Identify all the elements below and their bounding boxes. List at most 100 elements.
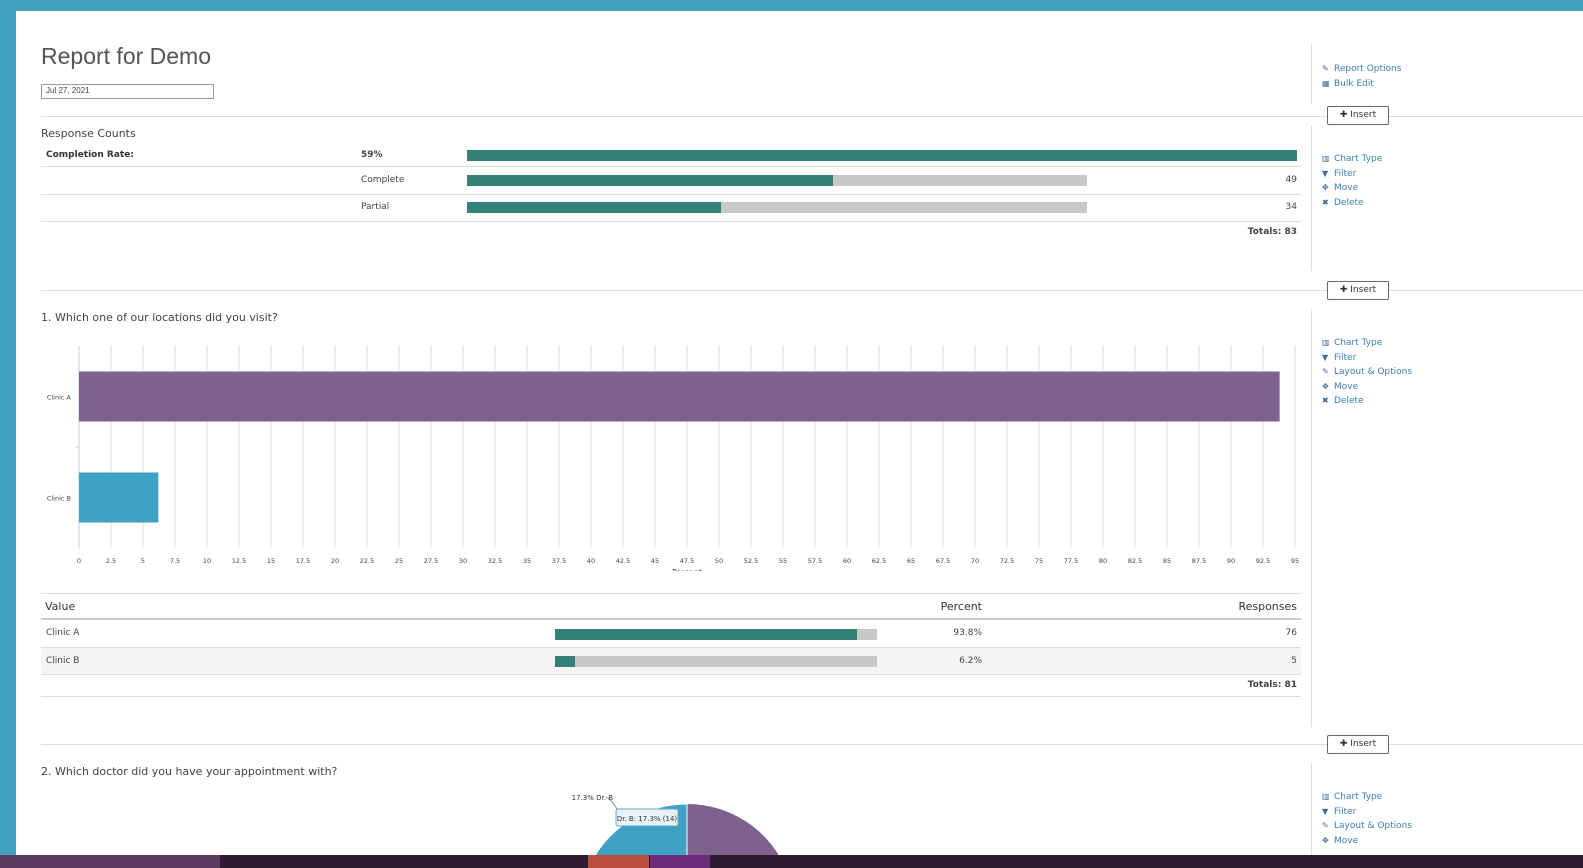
filter-link[interactable]: ▼ Filter — [1322, 805, 1412, 820]
filter-link[interactable]: ▼ Filter — [1322, 351, 1412, 366]
divider — [41, 290, 1583, 291]
x-tick-label: 87.5 — [1192, 557, 1206, 565]
divider — [41, 593, 1301, 594]
x-tick-label: 27.5 — [424, 557, 438, 565]
layout-options-link[interactable]: ✎ Layout & Options — [1322, 365, 1412, 380]
divider — [41, 194, 1301, 195]
divider — [41, 744, 1583, 745]
element-actions: ▥ Chart Type ▼ Filter ✥ Move ✖ Delete — [1322, 152, 1382, 210]
bar-chart-icon: ▥ — [1322, 792, 1330, 801]
label: Move — [1334, 381, 1359, 392]
percent-bar — [555, 656, 877, 667]
insert-label: Insert — [1350, 110, 1377, 120]
label: Layout & Options — [1334, 367, 1413, 377]
divider — [1311, 126, 1312, 271]
partial-bar — [467, 202, 1087, 213]
move-link[interactable]: ✥ Move — [1322, 380, 1412, 395]
bar-fill — [555, 629, 858, 640]
cell-value: Clinic A — [46, 628, 80, 638]
insert-button[interactable]: ✚ Insert — [1327, 106, 1389, 125]
x-tick-label: 92.5 — [1256, 557, 1270, 565]
x-tick-label: 60 — [843, 557, 851, 565]
report-options-link[interactable]: ✎ Report Options — [1322, 62, 1401, 77]
cell-percent: 93.8% — [953, 628, 982, 638]
pencil-icon: ✎ — [1322, 821, 1329, 830]
label: Move — [1334, 183, 1359, 193]
taskbar-item[interactable] — [588, 855, 649, 868]
divider — [41, 166, 1301, 167]
partial-count: 34 — [1285, 202, 1297, 212]
x-tick-label: 62.5 — [872, 557, 886, 565]
x-tick-label: 45 — [651, 557, 659, 565]
x-tick-label: 32.5 — [488, 557, 502, 565]
bar-chart: 0 2.5 5 7.5 10 12.5 15 17.5 20 22.5 25 27.5 30 32.5 35… — [47, 346, 1299, 571]
filter-icon: ▼ — [1322, 168, 1329, 178]
completion-rate-bar — [467, 150, 1297, 161]
delete-link[interactable]: ✖ Delete — [1322, 394, 1412, 409]
x-tick-label: 85 — [1163, 557, 1171, 565]
x-axis-label: Percent — [672, 568, 702, 571]
x-tick-label: 90 — [1227, 557, 1235, 565]
question-title: 1. Which one of our locations did you vi… — [41, 311, 278, 324]
x-tick-label: 50 — [715, 557, 723, 565]
bar-fill — [555, 656, 575, 667]
chart-type-link[interactable]: ▥ Chart Type — [1322, 790, 1412, 805]
pencil-icon: ✎ — [1322, 64, 1329, 73]
taskbar — [0, 855, 1583, 868]
bar-clinic-b[interactable] — [79, 472, 159, 523]
x-tick-label: 5 — [141, 557, 145, 565]
taskbar-item[interactable] — [650, 855, 710, 868]
column-header-value: Value — [45, 600, 76, 613]
insert-button[interactable]: ✚ Insert — [1327, 735, 1389, 754]
x-tick-label: 17.5 — [296, 557, 310, 565]
bulk-edit-label: Bulk Edit — [1334, 78, 1374, 89]
label: Filter — [1334, 168, 1357, 179]
label: Filter — [1334, 806, 1357, 817]
tooltip-text: Dr. B: 17.3% (14) — [617, 815, 678, 823]
report-panel: Report for Demo Jul 27, 2021 ✎ Report Opt… — [16, 11, 1583, 868]
cell-responses: 76 — [1285, 628, 1297, 638]
layout-options-link[interactable]: ✎ Layout & Options — [1322, 819, 1412, 834]
x-tick-label: 57.5 — [808, 557, 822, 565]
divider — [1311, 763, 1312, 868]
filter-icon: ▼ — [1322, 352, 1329, 362]
delete-link[interactable]: ✖ Delete — [1322, 196, 1382, 211]
close-icon: ✖ — [1322, 197, 1329, 207]
x-tick-label: 7.5 — [170, 557, 180, 565]
move-icon: ✥ — [1322, 835, 1329, 845]
completion-rate-label: Completion Rate: — [46, 150, 134, 160]
label: Layout & Options — [1334, 821, 1413, 831]
bulk-edit-link[interactable]: ▦ Bulk Edit — [1322, 77, 1401, 92]
page-title: Report for Demo — [41, 43, 212, 69]
chart-type-link[interactable]: ▥ Chart Type — [1322, 152, 1382, 167]
column-header-percent: Percent — [940, 600, 982, 613]
date-field[interactable]: Jul 27, 2021 — [41, 84, 214, 99]
x-tick-label: 10 — [203, 557, 211, 565]
x-tick-label: 70 — [971, 557, 979, 565]
x-tick-label: 67.5 — [936, 557, 950, 565]
x-tick-label: 22.5 — [360, 557, 374, 565]
pencil-icon: ✎ — [1322, 367, 1329, 376]
taskbar-item[interactable] — [0, 855, 220, 868]
pie-chart: 17.3% Dr. B Dr. B: 17.3% (14) — [572, 794, 785, 866]
label: Delete — [1334, 396, 1364, 406]
table-icon: ▦ — [1322, 78, 1330, 88]
report-actions: ✎ Report Options ▦ Bulk Edit — [1322, 62, 1401, 91]
x-tick-label: 12.5 — [232, 557, 246, 565]
x-tick-label: 82.5 — [1128, 557, 1142, 565]
move-link[interactable]: ✥ Move — [1322, 834, 1412, 849]
x-tick-label: 80 — [1099, 557, 1107, 565]
x-tick-label: 30 — [459, 557, 467, 565]
chart-type-link[interactable]: ▥ Chart Type — [1322, 336, 1412, 351]
pie-data-label: 17.3% Dr. B — [572, 794, 614, 802]
bar-clinic-a[interactable] — [79, 371, 1280, 422]
x-tick-label: 20 — [331, 557, 339, 565]
x-tick-label: 47.5 — [680, 557, 694, 565]
complete-label: Complete — [361, 175, 405, 185]
x-tick-label: 37.5 — [552, 557, 566, 565]
filter-link[interactable]: ▼ Filter — [1322, 167, 1382, 182]
move-link[interactable]: ✥ Move — [1322, 181, 1382, 196]
divider — [41, 618, 1301, 620]
insert-button[interactable]: ✚ Insert — [1327, 281, 1389, 300]
bar-chart-icon: ▥ — [1322, 338, 1330, 347]
